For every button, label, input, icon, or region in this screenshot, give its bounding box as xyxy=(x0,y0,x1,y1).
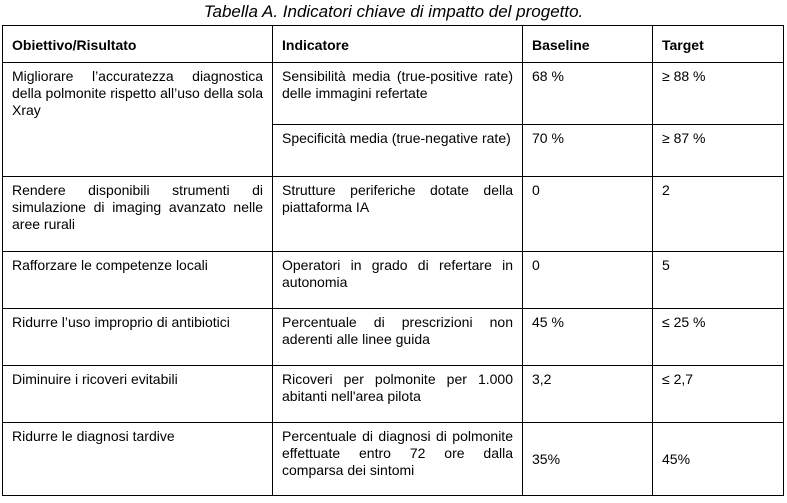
table-row: Migliorare l’accuratezza diagnostica del… xyxy=(2,62,784,177)
target-cell: ≥ 87 % xyxy=(652,124,784,177)
baseline-cell: 35% xyxy=(522,422,653,496)
header-baseline: Baseline xyxy=(522,25,653,63)
indicator-cell: Specificità media (true-negative rate) xyxy=(272,124,523,177)
target-cell: ≤ 25 % xyxy=(652,308,784,366)
indicators-table: Obiettivo/Risultato Indicatore Baseline … xyxy=(2,25,784,496)
objective-cell: Ridurre le diagnosi tardive xyxy=(2,422,273,496)
indicator-cell: Strutture periferiche dotate della piatt… xyxy=(272,176,523,252)
baseline-cell: 3,2 xyxy=(522,365,653,423)
objective-cell: Rendere disponibili strumenti di simulaz… xyxy=(2,176,273,252)
table-row: Ridurre le diagnosi tardive Percentuale … xyxy=(2,422,784,496)
header-target: Target xyxy=(652,25,784,63)
objective-cell: Diminuire i ricoveri evitabili xyxy=(2,365,273,423)
table-row: Rendere disponibili strumenti di simulaz… xyxy=(2,176,784,252)
table-row: Rafforzare le competenze locali Operator… xyxy=(2,251,784,309)
indicator-cell: Operatori in grado di refertare in auton… xyxy=(272,251,523,309)
header-indicator: Indicatore xyxy=(272,25,523,63)
indicator-cell: Ricoveri per polmonite per 1.000 abitant… xyxy=(272,365,523,423)
table-header-row: Obiettivo/Risultato Indicatore Baseline … xyxy=(2,25,784,63)
table-caption: Tabella A. Indicatori chiave di impatto … xyxy=(203,2,584,21)
target-cell: ≤ 2,7 xyxy=(652,365,784,423)
indicator-cell: Percentuale di prescrizioni non aderenti… xyxy=(272,308,523,366)
header-objective: Obiettivo/Risultato xyxy=(2,25,273,63)
objective-cell: Migliorare l’accuratezza diagnostica del… xyxy=(2,62,273,177)
table-row: Ridurre l’uso improprio di antibiotici P… xyxy=(2,308,784,366)
target-cell: ≥ 88 % xyxy=(652,62,784,125)
target-cell: 5 xyxy=(652,251,784,309)
indicator-cell: Sensibilità media (true-positive rate) d… xyxy=(272,62,523,125)
table-row: Specificità media (true-negative rate) 7… xyxy=(3,124,784,177)
table-row: Diminuire i ricoveri evitabili Ricoveri … xyxy=(2,365,784,423)
baseline-cell: 0 xyxy=(522,251,653,309)
baseline-cell: 45 % xyxy=(522,308,653,366)
target-cell: 45% xyxy=(652,422,784,496)
baseline-cell: 70 % xyxy=(522,124,653,177)
indicator-cell: Percentuale di diagnosi di polmonite eff… xyxy=(272,422,523,496)
target-cell: 2 xyxy=(652,176,784,252)
objective-cell: Ridurre l’uso improprio di antibiotici xyxy=(2,308,273,366)
objective-cell: Rafforzare le competenze locali xyxy=(2,251,273,309)
baseline-cell: 68 % xyxy=(522,62,653,125)
baseline-cell: 0 xyxy=(522,176,653,252)
